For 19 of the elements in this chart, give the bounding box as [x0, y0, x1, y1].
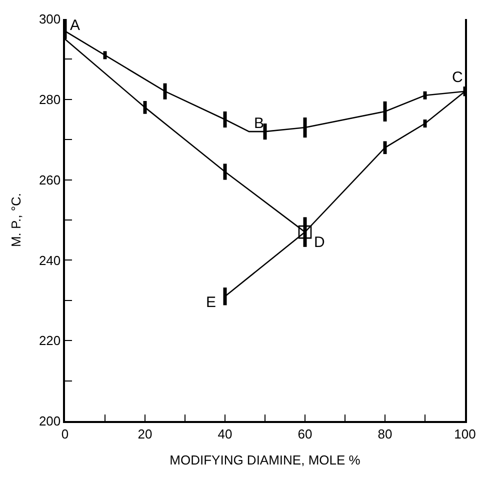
x-tick-label: 20 [138, 426, 152, 442]
y-tick-label: 280 [38, 92, 61, 107]
annotation: C [452, 69, 463, 86]
annotation: E [206, 294, 216, 311]
annotation: B [254, 115, 264, 132]
x-tick-label: 0 [61, 426, 69, 442]
y-tick-label: 260 [38, 172, 61, 188]
x-tick-label: 60 [298, 426, 312, 442]
y-tick-label: 220 [38, 333, 61, 348]
annotation: A [70, 17, 80, 34]
y-tick-label: 300 [38, 12, 61, 27]
y-tick-label: 240 [38, 252, 61, 268]
x-axis-title: MODIFYING DIAMINE, MOLE % [170, 452, 361, 468]
x-tick-label: 40 [218, 426, 232, 442]
x-tick-label: 80 [378, 426, 392, 442]
y-tick-label: 200 [38, 414, 61, 429]
x-tick-label: 100 [454, 426, 476, 442]
y-axis-title: M. P., °C. [8, 192, 24, 248]
annotation: D [314, 234, 325, 251]
